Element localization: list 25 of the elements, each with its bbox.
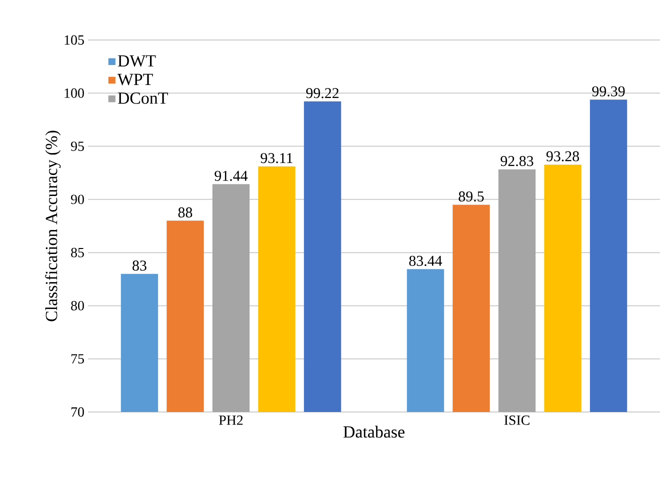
y-tick-label: 100 xyxy=(64,88,84,98)
y-tick-label: 70 xyxy=(71,407,84,417)
data-label: 83 xyxy=(132,260,146,271)
data-label: 93.11 xyxy=(260,153,292,164)
x-tick-label: PH2 xyxy=(219,416,243,425)
data-label: 83.44 xyxy=(409,256,442,266)
x-axis-title: Database xyxy=(343,426,404,438)
data-label: 91.44 xyxy=(214,170,248,181)
legend-label: WPT xyxy=(117,74,153,86)
y-axis-title: Classification Accuracy (%) xyxy=(45,130,61,322)
y-tick-label: 75 xyxy=(71,354,84,364)
data-label: 93.28 xyxy=(546,151,580,162)
legend-label: DConT xyxy=(118,92,168,104)
data-label: 99.39 xyxy=(592,86,625,96)
legend-label: DWT xyxy=(118,55,156,67)
data-label: 92.83 xyxy=(500,156,534,166)
y-tick-label: 90 xyxy=(70,194,84,204)
data-label: 99.22 xyxy=(306,88,339,98)
y-tick-label: 80 xyxy=(71,301,84,310)
y-tick-label: 95 xyxy=(70,142,84,151)
x-tick-label: ISIC xyxy=(504,416,530,425)
y-tick-label: 85 xyxy=(71,248,84,258)
data-label: 88 xyxy=(178,207,192,218)
data-label: 89.5 xyxy=(458,191,484,202)
y-tick-label: 105 xyxy=(64,35,84,45)
